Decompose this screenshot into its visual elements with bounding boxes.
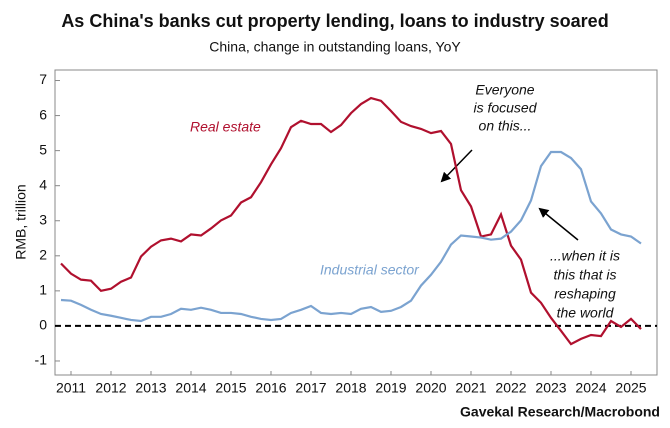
annotation: the world (557, 305, 615, 321)
x-tick-label: 2017 (295, 380, 326, 396)
x-tick-label: 2015 (215, 380, 246, 396)
annotation: ...when it is (550, 248, 620, 264)
x-tick-label: 2014 (175, 380, 206, 396)
y-tick-label: 2 (39, 247, 47, 263)
x-tick-label: 2021 (455, 380, 486, 396)
source: Gavekal Research/Macrobond (460, 404, 660, 420)
x-tick-label: 2012 (95, 380, 126, 396)
series-label: Industrial sector (320, 262, 420, 278)
annotation: Everyone (475, 82, 534, 98)
x-tick-label: 2019 (375, 380, 406, 396)
arrow (440, 149, 473, 183)
y-tick-label: 5 (39, 141, 47, 157)
y-tick-label: 6 (39, 106, 47, 122)
x-tick-label: 2018 (335, 380, 366, 396)
y-axis-label: RMB, trillion (13, 184, 29, 259)
chart-title: As China's banks cut property lending, l… (61, 11, 608, 31)
x-tick-label: 2023 (535, 380, 566, 396)
y-tick-label: -1 (35, 352, 48, 368)
y-tick-label: 1 (39, 282, 47, 298)
x-tick-label: 2016 (255, 380, 286, 396)
series-line (60, 96, 642, 346)
x-tick-label: 2011 (56, 380, 86, 396)
series-label: Real estate (190, 119, 261, 135)
y-tick-label: 7 (39, 71, 47, 87)
y-tick-label: 4 (39, 176, 47, 192)
x-tick-label: 2025 (615, 380, 646, 396)
x-tick-label: 2013 (135, 380, 166, 396)
annotation: on this... (479, 118, 532, 134)
plot-frame (54, 69, 658, 376)
x-tick-label: 2022 (495, 380, 526, 396)
x-tick-label: 2020 (415, 380, 446, 396)
series-line (60, 150, 642, 323)
annotation: reshaping (554, 286, 616, 302)
arrow (538, 207, 579, 241)
chart-subtitle: China, change in outstanding loans, YoY (209, 39, 461, 55)
y-tick-label: 3 (39, 211, 47, 227)
annotation: is focused (473, 100, 537, 116)
x-tick-label: 2024 (575, 380, 606, 396)
annotation: this that is (553, 267, 616, 283)
y-tick-label: 0 (39, 317, 47, 333)
